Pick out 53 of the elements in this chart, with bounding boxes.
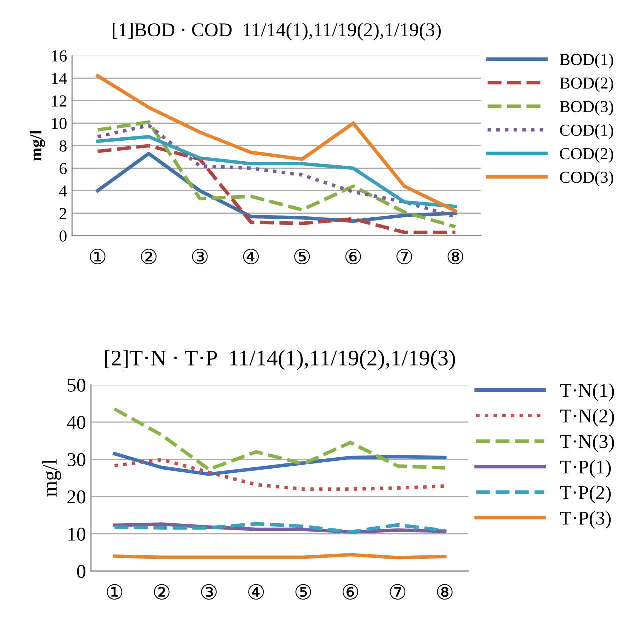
y-tick-label: 8 (60, 140, 67, 152)
y-tick-label: 2 (60, 208, 67, 220)
y-tick-label: 30 (68, 453, 86, 466)
x-tick-label: ④ (243, 248, 259, 265)
legend-label: T·P(2) (560, 486, 611, 504)
y-axis-title: mg/l (30, 130, 46, 162)
legend-label: COD(1) (560, 124, 614, 140)
x-tick-label: ⑧ (448, 248, 464, 265)
line-series (96, 74, 458, 213)
x-tick-label: ⑥ (346, 248, 362, 265)
x-tick-label: ③ (201, 584, 217, 600)
y-tick-label: 0 (77, 565, 86, 578)
x-tick-label: ⑦ (396, 248, 412, 265)
x-tick-label: ⑧ (437, 584, 453, 600)
legend-label: T·P(1) (560, 460, 611, 478)
y-tick-label: 50 (68, 378, 86, 392)
chart-title: [2]T·N · T·P 11/14(1),11/19(2),1/19(3) (105, 350, 456, 370)
x-tick-label: ① (90, 248, 106, 265)
legend-label: BOD(1) (560, 54, 614, 69)
y-tick-label: 6 (60, 163, 67, 174)
y-tick-label: 16 (52, 50, 67, 62)
y-tick-label: 40 (67, 416, 86, 430)
legend-label: T·N(3) (560, 434, 614, 452)
x-tick-label: ⑥ (342, 584, 358, 600)
y-tick-label: 12 (52, 96, 67, 107)
legend-label: T·N(2) (560, 409, 614, 427)
x-tick-label: ① (107, 584, 123, 600)
legend-label: COD(3) (560, 171, 614, 187)
line-series (113, 408, 447, 472)
x-tick-label: ④ (248, 584, 264, 600)
line-series (96, 135, 458, 208)
legend-label: BOD(3) (560, 100, 614, 116)
line-series (113, 458, 447, 492)
chart-title: [1]BOD · COD 11/14(1),11/19(2),1/19(3) (113, 22, 441, 41)
x-tick-label: ⑦ (390, 584, 406, 600)
y-axis-title: mg/l (42, 459, 62, 497)
y-tick-label: 10 (68, 528, 86, 541)
y-tick-label: 20 (68, 490, 86, 504)
legend-label: COD(2) (560, 148, 614, 163)
legend-label: BOD(2) (560, 77, 614, 92)
line-series (113, 452, 447, 476)
x-tick-label: ⑤ (294, 248, 310, 265)
y-tick-label: 10 (52, 118, 67, 130)
x-tick-label: ② (154, 584, 170, 600)
y-tick-label: 14 (52, 73, 68, 84)
x-tick-label: ⑤ (296, 584, 312, 600)
x-tick-label: ② (141, 248, 157, 265)
x-tick-label: ③ (192, 248, 208, 265)
legend-label: T·P(3) (560, 511, 611, 529)
line-series (96, 144, 458, 234)
y-tick-label: 0 (60, 230, 67, 242)
y-tick-label: 4 (59, 186, 68, 197)
legend-label: T·N(1) (560, 384, 614, 402)
